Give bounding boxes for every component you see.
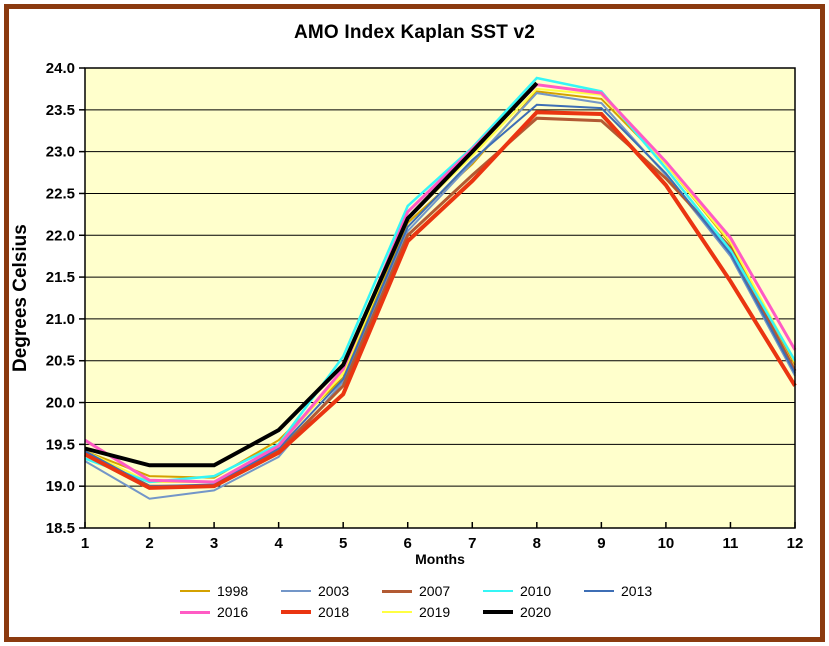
legend-label: 2016 [217, 604, 249, 620]
y-tick-label: 19.0 [46, 478, 75, 495]
y-tick-label: 23.5 [46, 102, 75, 119]
x-tick-label: 6 [404, 535, 412, 552]
x-tick-label: 11 [723, 535, 739, 552]
y-tick-label: 22.0 [46, 227, 75, 244]
legend-item-2013: 2013 [584, 581, 685, 601]
plot-background [85, 68, 795, 528]
legend-item-2020: 2020 [483, 602, 584, 622]
chart-title: AMO Index Kaplan SST v2 [293, 22, 536, 43]
y-tick-label: 20.5 [46, 353, 75, 370]
legend-label: 2003 [318, 583, 350, 599]
y-tick-label: 18.5 [46, 520, 75, 537]
y-tick-label: 20.0 [46, 395, 75, 412]
y-tick-label: 23.0 [46, 144, 75, 161]
y-tick-label: 24.0 [46, 60, 75, 77]
x-tick-label: 7 [468, 535, 476, 552]
legend-swatch-2010 [483, 589, 513, 593]
legend-swatch-2020 [483, 610, 513, 614]
series-line-2018 [84, 110, 797, 490]
legend-label: 2018 [318, 604, 350, 620]
y-tick-label: 21.0 [46, 311, 75, 328]
legend-label: 2013 [621, 583, 653, 599]
x-tick-label: 3 [210, 535, 218, 552]
x-tick-label: 1 [81, 535, 89, 552]
legend-label: 1998 [217, 583, 249, 599]
x-tick-label: 9 [597, 535, 605, 552]
x-tick-label: 4 [274, 535, 283, 552]
legend-swatch-2016 [180, 610, 210, 614]
legend-label: 2010 [520, 583, 552, 599]
legend-item-1998: 1998 [180, 581, 281, 601]
legend-item-2010: 2010 [483, 581, 584, 601]
series-line-2020 [84, 81, 539, 468]
x-tick-label: 5 [339, 535, 347, 552]
legend-swatch-2003 [281, 590, 311, 592]
x-tick-label: 12 [787, 535, 804, 552]
legend-item-2003: 2003 [281, 581, 382, 601]
x-tick-label: 2 [145, 535, 153, 552]
legend-swatch-2013 [584, 590, 614, 592]
legend-swatch-1998 [180, 590, 210, 592]
legend-label: 2020 [520, 604, 552, 620]
legend-swatch-2019 [382, 611, 412, 613]
series-line-2016 [84, 83, 797, 484]
x-axis-label: Months [415, 551, 465, 567]
y-tick-label: 22.5 [46, 185, 75, 202]
legend-item-2019: 2019 [382, 602, 483, 622]
legend-item-2018: 2018 [281, 602, 382, 622]
x-tick-label: 10 [658, 535, 675, 552]
legend: 1998 2003 2007 2010 2013 2016 2018 2019 2020 [180, 581, 685, 622]
legend-label: 2019 [419, 604, 451, 620]
legend-swatch-2018 [281, 610, 311, 614]
y-tick-label: 21.5 [46, 269, 75, 286]
legend-label: 2007 [419, 583, 451, 599]
x-tick-label: 8 [533, 535, 541, 552]
legend-item-2016: 2016 [180, 602, 281, 622]
series-line-2010 [84, 76, 797, 484]
legend-item-2007: 2007 [382, 581, 483, 601]
plot-border [84, 67, 796, 529]
legend-swatch-2007 [382, 589, 412, 593]
y-tick-label: 19.5 [46, 436, 75, 453]
